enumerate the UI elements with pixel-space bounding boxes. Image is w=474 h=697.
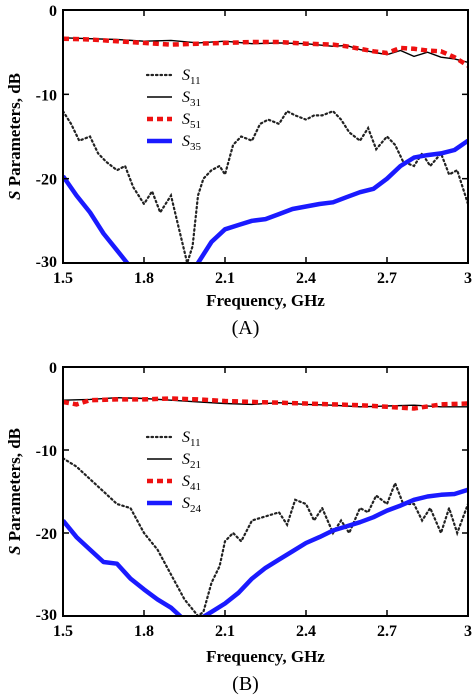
plot-frame xyxy=(62,9,469,264)
x-tick-label: 2.7 xyxy=(377,270,397,287)
x-axis-title: Frequency, GHz xyxy=(206,647,325,666)
x-tick-label: 2.4 xyxy=(296,270,316,287)
y-tick-label: 0 xyxy=(49,360,57,377)
x-tick-label: 2.1 xyxy=(215,623,235,640)
y-tick-label: -10 xyxy=(36,87,57,104)
y-axis-title: S Parameters, dB xyxy=(5,428,24,555)
x-tick-label: 3 xyxy=(464,270,472,287)
y-axis-title: S Parameters, dB xyxy=(5,73,24,200)
panel-label: (A) xyxy=(232,317,260,339)
legend: S11 S31 S51 S35 xyxy=(145,67,202,153)
chart-panel-a: 1.5 1.8 2.1 2.4 2.7 3 0 -10 -20 -30 Frequency, GHz… xyxy=(5,3,472,339)
series-line-s41 xyxy=(63,396,468,411)
legend-label-s24: S24 xyxy=(182,495,202,515)
y-tick-label: -20 xyxy=(36,526,57,543)
legend-label-s11: S11 xyxy=(182,429,201,449)
series-line-s11 xyxy=(63,457,468,616)
panel-label: (B) xyxy=(232,673,259,695)
x-tick-label: 2.1 xyxy=(215,270,235,287)
legend-label-s41: S41 xyxy=(182,473,201,493)
y-tick-label: -20 xyxy=(36,172,57,189)
plot-area xyxy=(63,396,468,616)
plot-frame xyxy=(62,366,469,617)
legend-label-s35: S35 xyxy=(182,133,202,153)
x-tick-label: 1.8 xyxy=(134,623,154,640)
x-tick-label: 3 xyxy=(464,623,472,640)
series-line-s11 xyxy=(63,109,468,263)
plot-area xyxy=(63,36,468,263)
x-tick-label: 1.8 xyxy=(134,270,154,287)
legend-label-s21: S21 xyxy=(182,451,201,471)
legend-label-s11: S11 xyxy=(182,67,201,87)
x-axis-title: Frequency, GHz xyxy=(206,291,325,310)
legend: S11 S21 S41 S24 xyxy=(145,429,202,515)
chart-panel-b: 1.5 1.8 2.1 2.4 2.7 3 0 -10 -20 -30 Frequency, GHz… xyxy=(5,360,472,695)
x-tick-label: 1.5 xyxy=(53,623,73,640)
y-tick-label: -30 xyxy=(36,254,57,271)
legend-label-s31: S31 xyxy=(182,89,201,109)
x-tick-label: 2.7 xyxy=(377,623,397,640)
y-tick-label: -10 xyxy=(36,443,57,460)
series-line-s24 xyxy=(63,487,468,616)
series-line-s35 xyxy=(63,138,468,263)
y-tick-label: 0 xyxy=(49,3,57,20)
x-tick-label: 1.5 xyxy=(53,270,73,287)
legend-label-s51: S51 xyxy=(182,111,201,131)
y-tick-label: -30 xyxy=(36,607,57,624)
series-line-s51 xyxy=(63,36,468,68)
x-tick-label: 2.4 xyxy=(296,623,316,640)
